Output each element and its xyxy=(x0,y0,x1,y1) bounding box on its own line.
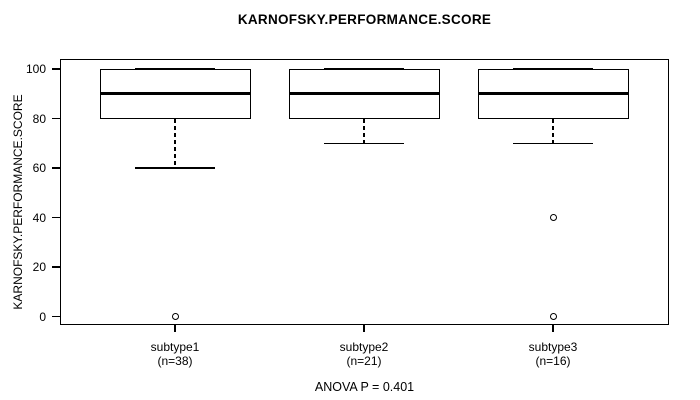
lower-whisker-line xyxy=(363,118,365,144)
lower-whisker-line xyxy=(174,118,176,168)
y-tick-label: 0 xyxy=(39,309,46,324)
median-line xyxy=(99,92,251,96)
y-tick-mark xyxy=(52,315,60,318)
y-tick-mark xyxy=(52,68,60,70)
group-count: (n=21) xyxy=(346,354,382,368)
y-tick-label: 40 xyxy=(32,210,46,225)
lower-whisker-cap xyxy=(324,142,404,144)
y-tick-mark xyxy=(52,167,60,169)
group-name: subtype2 xyxy=(339,340,389,354)
x-tick-label: subtype1 (n=38) xyxy=(105,340,245,368)
lower-whisker-line xyxy=(552,118,554,144)
group-count: (n=16) xyxy=(535,354,571,368)
y-tick-mark xyxy=(52,266,60,268)
outlier-point xyxy=(171,313,179,320)
x-tick-mark xyxy=(552,325,554,332)
lower-whisker-cap xyxy=(513,142,593,144)
x-tick-mark xyxy=(363,325,365,332)
group-count: (n=38) xyxy=(157,354,193,368)
y-tick-label: 60 xyxy=(32,161,46,175)
y-tick-mark xyxy=(52,216,60,219)
x-tick-label: subtype2 (n=21) xyxy=(294,340,434,368)
anova-p-label: ANOVA P = 0.401 xyxy=(314,380,415,394)
x-tick-label: subtype3 (n=16) xyxy=(483,340,623,368)
y-tick-label: 100 xyxy=(25,62,46,76)
y-tick-mark xyxy=(52,117,60,120)
y-tick-label: 20 xyxy=(32,260,46,274)
outlier-point xyxy=(549,313,557,320)
median-line xyxy=(288,92,440,96)
lower-whisker-cap xyxy=(135,167,215,169)
y-tick-label: 80 xyxy=(32,111,46,126)
group-name: subtype1 xyxy=(150,340,200,354)
chart-title: KARNOFSKY.PERFORMANCE.SCORE xyxy=(237,12,492,27)
group-name: subtype3 xyxy=(528,340,578,354)
median-line xyxy=(477,92,629,96)
x-tick-mark xyxy=(174,325,176,332)
outlier-point xyxy=(549,214,557,221)
